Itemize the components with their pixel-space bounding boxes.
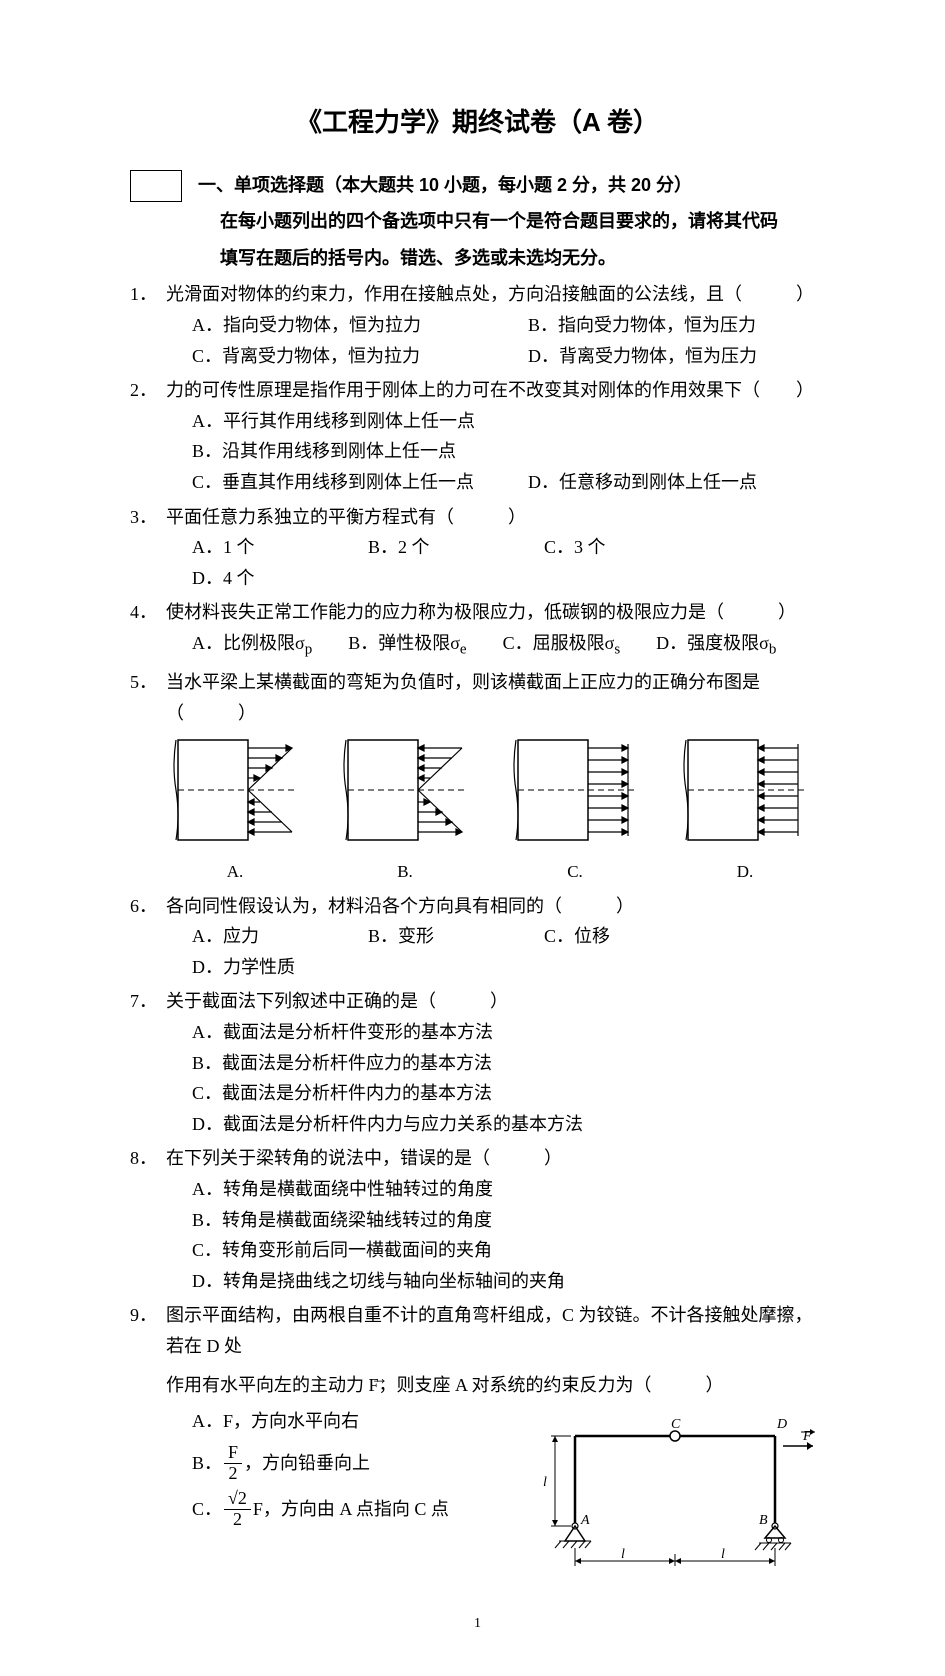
section-1-head: 一、单项选择题（本大题共 10 小题，每小题 2 分，共 20 分）: [130, 170, 825, 202]
q6-opt-c: C．位移: [544, 921, 684, 952]
q9-text-1: 图示平面结构，由两根自重不计的直角弯杆组成，C 为铰链。不计各接触处摩擦，若在 …: [166, 1300, 825, 1361]
exam-page: 《工程力学》期终试卷（A 卷） 一、单项选择题（本大题共 10 小题，每小题 2…: [0, 0, 945, 1676]
question-4: 4． 使材料丧失正常工作能力的应力称为极限应力，低碳钢的极限应力是（ ） A．比…: [130, 597, 825, 663]
q3-opt-b: B．2 个: [368, 532, 508, 563]
q9-figure: C D F: [525, 1406, 825, 1586]
q5-diagrams: A.: [170, 736, 810, 886]
q6-text: 各向同性假设认为，材料沿各个方向具有相同的（ ）: [166, 891, 634, 922]
exam-title: 《工程力学》期终试卷（A 卷）: [130, 100, 825, 144]
q7-text: 关于截面法下列叙述中正确的是（ ）: [166, 986, 508, 1017]
q1-opt-d: D．背离受力物体，恒为压力: [528, 341, 757, 372]
q8-opt-b: B．转角是横截面绕梁轴线转过的角度: [192, 1205, 825, 1236]
svg-text:D: D: [776, 1417, 787, 1432]
q4-opt-c: C．屈服极限σs: [503, 628, 621, 663]
q7-opt-a: A．截面法是分析杆件变形的基本方法: [192, 1017, 825, 1048]
q6-opt-d: D．力学性质: [192, 952, 332, 983]
q6-num: 6．: [130, 891, 166, 922]
q4-opt-a: A．比例极限σp: [192, 628, 312, 663]
q5-num: 5．: [130, 667, 166, 728]
svg-text:B: B: [759, 1513, 768, 1528]
question-5: 5． 当水平梁上某横截面的弯矩为负值时，则该横截面上正应力的正确分布图是（ ）: [130, 667, 825, 887]
svg-text:l: l: [721, 1547, 725, 1562]
q9-opt-c: C． √22 F，方向由 A 点指向 C 点: [192, 1489, 525, 1530]
q5-diagram-a: A.: [170, 736, 300, 886]
q3-opt-a: A．1 个: [192, 532, 332, 563]
page-number: 1: [130, 1612, 825, 1636]
svg-text:l: l: [621, 1547, 625, 1562]
score-box: [130, 170, 182, 202]
question-6: 6． 各向同性假设认为，材料沿各个方向具有相同的（ ） A．应力 B．变形 C．…: [130, 891, 825, 983]
q3-num: 3．: [130, 502, 166, 533]
q2-num: 2．: [130, 375, 166, 406]
q1-opt-b: B．指向受力物体，恒为压力: [528, 310, 756, 341]
q4-num: 4．: [130, 597, 166, 628]
question-2: 2． 力的可传性原理是指作用于刚体上的力可在不改变其对刚体的作用效果下（ ） A…: [130, 375, 825, 497]
section-1-heading: 一、单项选择题（本大题共 10 小题，每小题 2 分，共 20 分）: [198, 170, 692, 201]
q1-opt-c: C．背离受力物体，恒为拉力: [192, 341, 492, 372]
question-1: 1． 光滑面对物体的约束力，作用在接触点处，方向沿接触面的公法线，且（ ） A．…: [130, 279, 825, 371]
q1-num: 1．: [130, 279, 166, 310]
q3-opt-d: D．4 个: [192, 563, 332, 594]
q7-opt-b: B．截面法是分析杆件应力的基本方法: [192, 1048, 825, 1079]
q1-opt-a: A．指向受力物体，恒为拉力: [192, 310, 492, 341]
q3-text: 平面任意力系独立的平衡方程式有（ ）: [166, 502, 526, 533]
q2-opt-a: A．平行其作用线移到刚体上任一点: [192, 406, 492, 437]
q8-opt-a: A．转角是横截面绕中性轴转过的角度: [192, 1174, 825, 1205]
q7-opt-d: D．截面法是分析杆件内力与应力关系的基本方法: [192, 1109, 825, 1140]
q9-opt-a: A．F，方向水平向右: [192, 1406, 525, 1437]
q5-label-a: A.: [170, 858, 300, 887]
q2-text: 力的可传性原理是指作用于刚体上的力可在不改变其对刚体的作用效果下（ ）: [166, 375, 814, 406]
section-1-sub-1: 在每小题列出的四个备选项中只有一个是符合题目要求的，请将其代码: [220, 206, 825, 237]
question-7: 7． 关于截面法下列叙述中正确的是（ ） A．截面法是分析杆件变形的基本方法 B…: [130, 986, 825, 1139]
q2-opt-b: B．沿其作用线移到刚体上任一点: [192, 436, 456, 467]
q5-diagram-d: D.: [680, 736, 810, 886]
q7-opt-c: C．截面法是分析杆件内力的基本方法: [192, 1078, 825, 1109]
q8-opt-d: D．转角是挠曲线之切线与轴向坐标轴间的夹角: [192, 1266, 825, 1297]
q8-num: 8．: [130, 1143, 166, 1174]
q9-opt-b: B． F2 ，方向铅垂向上: [192, 1443, 525, 1484]
q7-num: 7．: [130, 986, 166, 1017]
q6-opt-b: B．变形: [368, 921, 508, 952]
q2-opt-d: D．任意移动到刚体上任一点: [528, 467, 757, 498]
question-9: 9． 图示平面结构，由两根自重不计的直角弯杆组成，C 为铰链。不计各接触处摩擦，…: [130, 1300, 825, 1585]
q9-text-2: 作用有水平向左的主动力 →F，则支座 A 对系统的约束反力为（ ）: [166, 1370, 825, 1401]
q5-label-c: C.: [510, 858, 640, 887]
q5-label-b: B.: [340, 858, 470, 887]
q5-text: 当水平梁上某横截面的弯矩为负值时，则该横截面上正应力的正确分布图是（ ）: [166, 667, 825, 728]
q8-opt-c: C．转角变形前后同一横截面间的夹角: [192, 1235, 825, 1266]
q4-opt-b: B．弹性极限σe: [348, 628, 466, 663]
question-8: 8． 在下列关于梁转角的说法中，错误的是（ ） A．转角是横截面绕中性轴转过的角…: [130, 1143, 825, 1296]
q5-label-d: D.: [680, 858, 810, 887]
q3-opt-c: C．3 个: [544, 532, 684, 563]
q1-text: 光滑面对物体的约束力，作用在接触点处，方向沿接触面的公法线，且（ ）: [166, 279, 814, 310]
q9-num: 9．: [130, 1300, 166, 1361]
q4-text: 使材料丧失正常工作能力的应力称为极限应力，低碳钢的极限应力是（ ）: [166, 597, 796, 628]
q2-opt-c: C．垂直其作用线移到刚体上任一点: [192, 467, 492, 498]
q5-diagram-c: C.: [510, 736, 640, 886]
section-1-sub-2: 填写在题后的括号内。错选、多选或未选均无分。: [220, 243, 825, 274]
q8-text: 在下列关于梁转角的说法中，错误的是（ ）: [166, 1143, 562, 1174]
svg-text:A: A: [580, 1513, 590, 1528]
q4-opt-d: D．强度极限σb: [656, 628, 776, 663]
question-3: 3． 平面任意力系独立的平衡方程式有（ ） A．1 个 B．2 个 C．3 个 …: [130, 502, 825, 594]
q5-diagram-b: B.: [340, 736, 470, 886]
q6-opt-a: A．应力: [192, 921, 332, 952]
svg-text:l: l: [543, 1475, 547, 1490]
svg-text:C: C: [671, 1417, 681, 1432]
